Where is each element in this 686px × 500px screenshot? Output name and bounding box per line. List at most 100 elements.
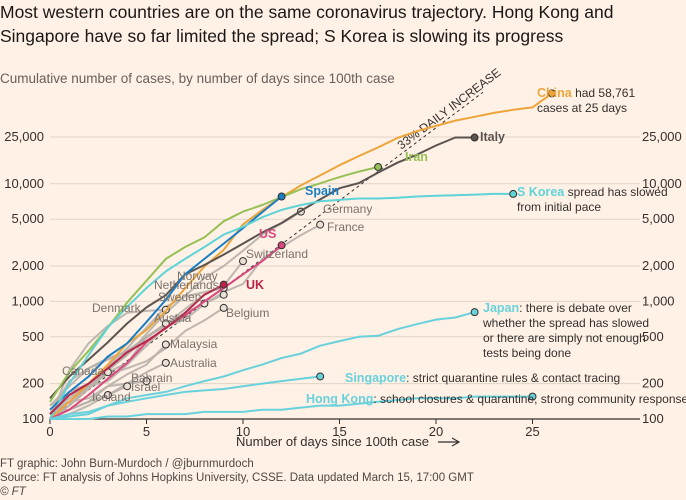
y-tick-label-right: 10,000 [642, 176, 682, 191]
annotation-japan-text4: tests being done [483, 346, 571, 360]
annotation-spain: Spain [305, 184, 339, 198]
annotation-italy-name: Italy [480, 130, 505, 144]
series-end-dot-bahrain [142, 377, 151, 386]
y-tick-label-left: 5,000 [11, 211, 44, 226]
series-end-dot-switzerland [239, 257, 247, 266]
annotation-hongkong: Hong Kong: school closures & quarantine,… [306, 392, 686, 406]
y-tick-label-left: 10,000 [4, 176, 44, 191]
series-line-uk [49, 283, 225, 415]
footer-source: Source: FT analysis of Johns Hopkins Uni… [0, 472, 474, 484]
series-end-dot-hong-kong [528, 392, 537, 401]
chart-subtitle: Cumulative number of cases, by number of… [0, 71, 395, 86]
x-tick-label: 5 [143, 424, 150, 439]
country-label-sweden: Sweden [158, 290, 201, 304]
series-end-dot-malaysia [161, 340, 170, 349]
country-label-malaysia: Malaysia [170, 337, 218, 351]
x-axis-label: Number of days since 100th case [236, 434, 429, 449]
y-tick-label-right: 1,000 [642, 293, 675, 308]
annotation-japan: Japan: there is debate over [483, 301, 632, 315]
series-end-dot-australia [161, 358, 170, 367]
annotation-skorea: S Korea spread has slowed [517, 185, 668, 199]
annotation-italy: Italy [480, 130, 505, 144]
series-end-dot-uk [219, 280, 228, 289]
y-tick-label-left: 25,000 [4, 129, 44, 144]
series-line-denmark [49, 308, 166, 420]
country-label-france: France [327, 220, 365, 234]
annotation-japan-text3: or there are simply not enough [483, 331, 646, 345]
footer-copyright: © FT [0, 486, 26, 498]
country-label-belgium: Belgium [226, 306, 269, 320]
country-label-bahrain: Bahrain [131, 371, 172, 385]
country-label-israel: Israel [131, 380, 160, 394]
y-tick-label-right: 5,000 [642, 211, 675, 226]
y-tick-label-right: 500 [642, 329, 664, 344]
annotation-japan-text2: whether the spread has slowed [482, 316, 649, 330]
x-tick-label: 10 [236, 424, 250, 439]
annotation-skorea-text: spread has slowed [564, 185, 667, 199]
annotation-singapore-text: : strict quarantine rules & contact trac… [406, 371, 620, 385]
annotation-skorea-text2: from initial pace [517, 200, 601, 214]
series-end-dot-china [547, 89, 556, 98]
y-tick-label-right: 100 [642, 411, 664, 426]
series-end-dot-netherlands [219, 290, 228, 299]
y-tick-label-left: 2,000 [11, 258, 44, 273]
country-label-switzerland: Switzerland [246, 247, 308, 261]
country-label-germany: Germany [323, 202, 372, 216]
y-tick-label-left: 1,000 [11, 293, 44, 308]
annotation-singapore: Singapore: strict quarantine rules & con… [345, 371, 620, 385]
series-line-japan [49, 311, 475, 420]
y-tick-label-left: 200 [22, 376, 44, 391]
series-line-iceland [49, 394, 109, 416]
annotation-us: US [259, 227, 276, 241]
country-label-austria: Austria [154, 311, 192, 325]
x-tick-label: 15 [332, 424, 346, 439]
series-end-dot-france [316, 220, 325, 229]
annotation-skorea-name: S Korea [517, 185, 565, 199]
annotation-japan-text: : there is debate over [519, 301, 632, 315]
annotation-china-text: had 58,761 [572, 86, 636, 100]
y-tick-label-left: 100 [22, 411, 44, 426]
annotation-uk-name: UK [246, 278, 264, 292]
series-end-dot-spain [277, 192, 286, 201]
country-label-netherlands: Netherlands [154, 278, 219, 292]
x-axis-arrow-head [451, 437, 461, 447]
series-line-hong-kong [50, 395, 533, 420]
annotation-uk: UK [246, 278, 264, 292]
annotation-china: China had 58,761 [537, 86, 635, 100]
annotation-china-text2: cases at 25 days [537, 101, 627, 115]
y-tick-label-right: 200 [642, 376, 664, 391]
country-label-denmark: Denmark [92, 301, 142, 315]
series-end-dot-israel [123, 382, 132, 391]
country-label-canada: Canada [62, 364, 104, 378]
series-line-s-korea [49, 192, 514, 420]
annotation-japan-name: Japan [483, 301, 519, 315]
chart-title: Most western countries are on the same c… [0, 2, 614, 46]
annotation-hongkong-text: : school closures & quarantine, strong c… [373, 392, 686, 406]
country-label-norway: Norway [177, 269, 218, 283]
annotation-iran-name: Iran [405, 150, 428, 164]
y-tick-label-left: 500 [22, 329, 44, 344]
annotation-iran: Iran [405, 150, 428, 164]
y-tick-label-right: 25,000 [642, 129, 682, 144]
annotation-china-name: China [537, 86, 573, 100]
series-end-dot-iceland [103, 390, 112, 399]
x-tick-label: 0 [46, 424, 53, 439]
country-label-australia: Australia [170, 356, 217, 370]
series-end-dot-italy [470, 133, 479, 142]
country-label-iceland: Iceland [92, 390, 131, 404]
series-end-dot-iran [374, 162, 383, 171]
series-end-dot-belgium [219, 303, 228, 312]
series-line-belgium [49, 307, 225, 415]
annotation-us-name: US [259, 227, 276, 241]
series-line-singapore [49, 375, 321, 420]
series-line-italy [49, 136, 475, 399]
x-tick-label: 25 [525, 424, 539, 439]
series-line-china [49, 92, 553, 420]
series-line-spain [49, 195, 283, 411]
x-tick-label: 20 [429, 424, 443, 439]
annotation-singapore-name: Singapore [345, 371, 406, 385]
series-end-dot-singapore [316, 372, 325, 381]
series-end-dot-us [277, 241, 286, 250]
